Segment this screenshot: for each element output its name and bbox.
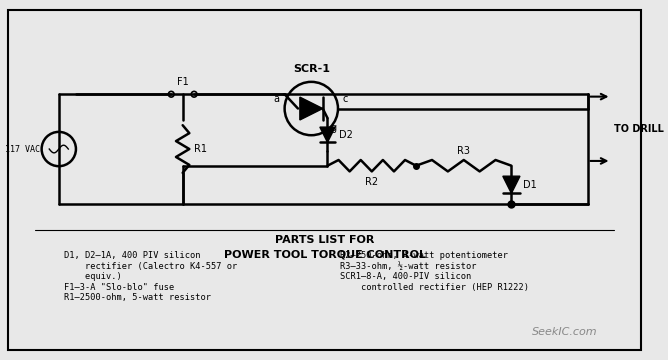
Text: D1: D1 [523,180,536,190]
Text: PARTS LIST FOR
POWER TOOL TORQUE CONTROL: PARTS LIST FOR POWER TOOL TORQUE CONTROL [224,235,426,259]
Text: R3–33-ohm, ½-watt resistor: R3–33-ohm, ½-watt resistor [340,262,476,271]
Text: SCR-1: SCR-1 [293,64,330,74]
Polygon shape [320,127,335,142]
Text: a: a [274,94,280,104]
Polygon shape [300,97,323,120]
Text: R1—2500-ohm, 5-watt resistor: R1—2500-ohm, 5-watt resistor [63,293,210,302]
Text: controlled rectifier (HEP R1222): controlled rectifier (HEP R1222) [340,283,529,292]
Text: 117 VAC: 117 VAC [5,144,39,153]
Text: D2: D2 [339,130,353,140]
Text: rectifier (Calectro K4-557 or: rectifier (Calectro K4-557 or [63,262,236,271]
Text: R1: R1 [194,144,207,154]
Text: R2: R2 [365,177,378,187]
Text: TO DRILL: TO DRILL [615,124,664,134]
Text: R2–250-ohm, 4-watt potentiometer: R2–250-ohm, 4-watt potentiometer [340,252,508,261]
Text: F1: F1 [177,77,188,87]
Text: R3: R3 [458,146,470,156]
Text: g: g [331,123,337,133]
Polygon shape [503,176,520,193]
Text: F1—3-A "Slo-blo" fuse: F1—3-A "Slo-blo" fuse [63,283,174,292]
Text: SCR1–8-A, 400-PIV silicon: SCR1–8-A, 400-PIV silicon [340,273,471,282]
Text: c: c [343,94,348,104]
Text: D1, D2—1A, 400 PIV silicon: D1, D2—1A, 400 PIV silicon [63,252,200,261]
Text: SeekIC.com: SeekIC.com [532,327,597,337]
Text: equiv.): equiv.) [63,273,122,282]
